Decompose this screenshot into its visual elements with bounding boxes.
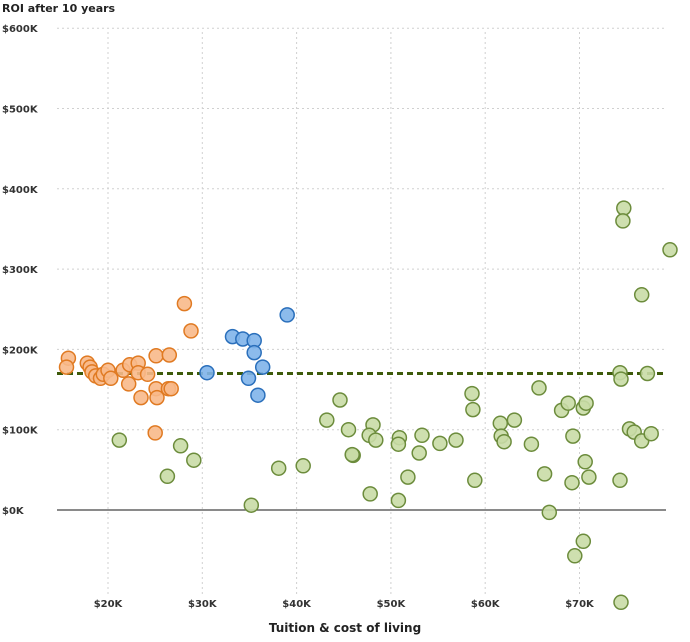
data-point-green bbox=[615, 213, 631, 229]
x-tick-label: $70K bbox=[565, 599, 595, 610]
data-point-green bbox=[340, 421, 357, 438]
data-point-orange bbox=[133, 389, 149, 406]
data-point-green bbox=[523, 436, 540, 452]
data-point-orange bbox=[58, 359, 75, 375]
x-tick-label: $20K bbox=[94, 599, 124, 610]
data-point-green bbox=[390, 492, 407, 509]
data-point-green bbox=[578, 395, 594, 411]
data-point-green bbox=[319, 412, 335, 428]
data-point-orange bbox=[148, 348, 164, 364]
data-point-green bbox=[414, 427, 430, 444]
data-point-green bbox=[172, 438, 189, 454]
data-point-green bbox=[467, 472, 483, 489]
data-point-green bbox=[496, 433, 512, 450]
data-point-green bbox=[243, 497, 260, 513]
data-point-blue bbox=[240, 370, 257, 387]
y-tick-label: $500K bbox=[2, 105, 39, 116]
data-point-green bbox=[111, 432, 128, 448]
data-point-green bbox=[531, 380, 547, 396]
data-point-green bbox=[560, 395, 576, 411]
data-point-green bbox=[506, 412, 523, 428]
data-point-orange bbox=[120, 376, 137, 392]
data-point-green bbox=[581, 469, 597, 485]
data-point-orange bbox=[176, 295, 193, 312]
data-points bbox=[58, 200, 678, 611]
data-point-green bbox=[662, 242, 678, 258]
axes: $600K $500K $400K $300K $200K $100K $0K $20K $30… bbox=[2, 24, 666, 610]
data-point-orange bbox=[139, 366, 156, 383]
data-point-blue bbox=[254, 359, 271, 375]
data-point-green bbox=[332, 392, 348, 408]
data-point-blue bbox=[199, 364, 215, 381]
data-point-green bbox=[448, 432, 464, 448]
data-point-green bbox=[411, 445, 427, 461]
y-tick-label: $0K bbox=[2, 506, 25, 517]
data-point-green bbox=[643, 425, 659, 442]
data-point-green bbox=[577, 454, 593, 470]
x-tick-label: $40K bbox=[282, 599, 312, 610]
data-point-green bbox=[612, 472, 628, 489]
x-tick-label: $60K bbox=[471, 599, 501, 610]
data-point-green bbox=[390, 436, 407, 452]
data-point-green bbox=[613, 594, 629, 611]
x-tick-label: $30K bbox=[188, 599, 218, 610]
data-point-green bbox=[575, 533, 592, 550]
series-green bbox=[111, 200, 678, 611]
data-point-orange bbox=[103, 370, 119, 387]
data-point-green bbox=[492, 415, 509, 432]
data-point-blue bbox=[250, 387, 266, 403]
x-tick-label: $50K bbox=[377, 599, 407, 610]
data-point-green bbox=[295, 458, 311, 474]
series-orange bbox=[58, 295, 199, 441]
data-point-green bbox=[639, 365, 656, 382]
data-point-green bbox=[541, 504, 558, 521]
data-point-green bbox=[633, 287, 650, 303]
x-axis-title: Tuition & cost of living bbox=[269, 621, 421, 635]
data-point-green bbox=[565, 428, 581, 444]
data-point-green bbox=[362, 486, 378, 502]
data-point-green bbox=[270, 460, 287, 476]
y-tick-label: $400K bbox=[2, 185, 39, 196]
data-point-blue bbox=[279, 307, 295, 323]
grid bbox=[57, 27, 666, 596]
data-point-orange bbox=[149, 389, 165, 406]
series-blue bbox=[199, 307, 295, 403]
data-point-green bbox=[564, 474, 580, 491]
data-point-green bbox=[616, 200, 632, 216]
y-tick-label: $600K bbox=[2, 24, 39, 35]
data-point-blue bbox=[246, 344, 262, 361]
data-point-green bbox=[186, 452, 202, 468]
data-point-orange bbox=[183, 323, 199, 339]
data-point-orange bbox=[147, 425, 163, 441]
data-point-green bbox=[432, 435, 448, 452]
y-tick-label: $200K bbox=[2, 345, 39, 356]
data-point-green bbox=[344, 446, 360, 463]
y-tick-label: $300K bbox=[2, 265, 39, 276]
data-point-orange bbox=[163, 380, 179, 397]
data-point-green bbox=[536, 466, 553, 482]
data-point-green bbox=[400, 469, 416, 485]
data-point-green bbox=[159, 468, 176, 485]
y-axis-title: ROI after 10 years bbox=[2, 2, 116, 15]
data-point-green bbox=[613, 371, 629, 387]
data-point-orange bbox=[161, 347, 178, 363]
data-point-green bbox=[465, 401, 481, 418]
y-tick-label: $100K bbox=[2, 426, 39, 437]
data-point-green bbox=[368, 432, 384, 448]
data-point-green bbox=[567, 548, 583, 564]
data-point-green bbox=[464, 385, 480, 402]
